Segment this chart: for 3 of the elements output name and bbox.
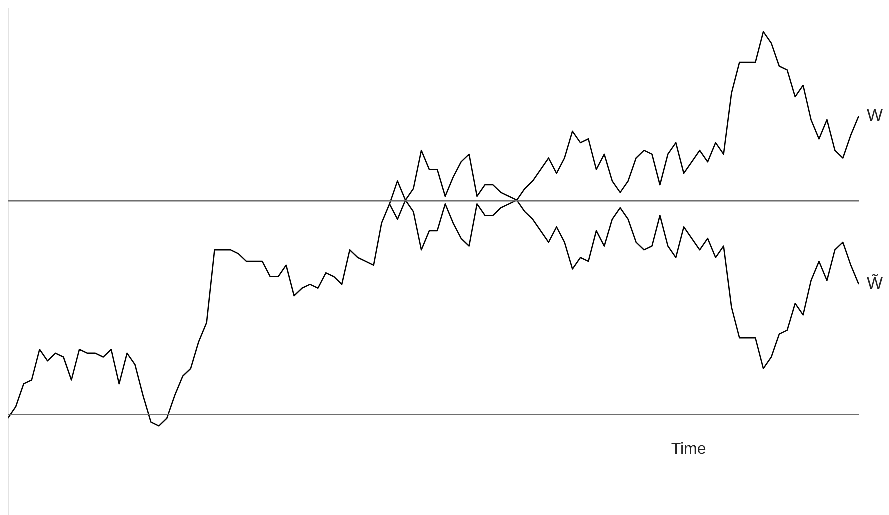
x-axis-title: Time [671,441,706,458]
series-label: W̃ [867,273,884,294]
series-label: W [867,106,884,125]
